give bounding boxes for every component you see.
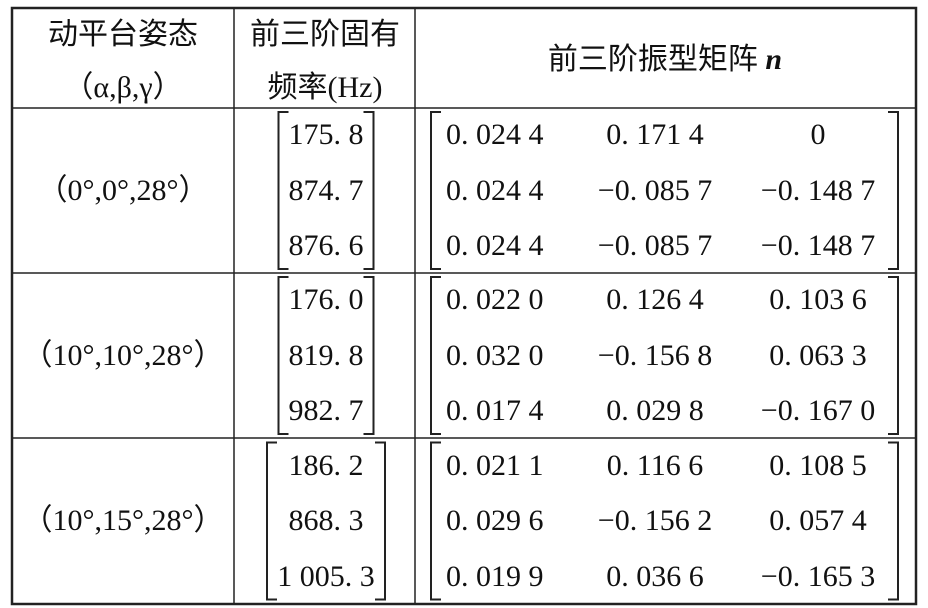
frequency-value: 982. 7 xyxy=(288,394,364,427)
matrix-value: 0. 022 0 xyxy=(446,283,544,316)
matrix-bracket xyxy=(888,111,899,270)
matrix-value: −0. 167 0 xyxy=(760,394,876,427)
frequency-value: 876. 6 xyxy=(288,229,364,262)
pose-cell: （10°,15°,28°） xyxy=(22,504,224,537)
header-mode-shape: 前三阶振型矩阵 n xyxy=(548,45,782,75)
frequency-value: 175. 8 xyxy=(288,118,364,151)
header-frequency: 频率(Hz) xyxy=(267,71,383,104)
matrix-bracket xyxy=(266,441,277,601)
frequency-value: 868. 3 xyxy=(288,504,364,537)
matrix-value: −0. 165 3 xyxy=(760,559,876,593)
matrix-value: 0. 029 6 xyxy=(446,504,544,537)
matrix-value: 0. 108 5 xyxy=(769,448,867,482)
matrix-value: 0. 032 0 xyxy=(446,338,544,372)
matrix-value: −0. 085 7 xyxy=(597,229,713,262)
matrix-bracket xyxy=(363,276,375,435)
matrix-value: 0. 171 4 xyxy=(606,118,704,151)
matrix-value: 0. 036 6 xyxy=(606,559,704,593)
matrix-value: 0. 024 4 xyxy=(446,118,544,151)
matrix-value: 0. 126 4 xyxy=(606,283,704,316)
pose-cell: （0°,0°,28°） xyxy=(37,173,209,207)
matrix-value: 0. 057 4 xyxy=(769,504,867,537)
matrix-bracket xyxy=(277,276,289,435)
header-pose: 动平台姿态 xyxy=(48,18,198,51)
matrix-bracket xyxy=(888,276,899,435)
matrix-value: −0. 085 7 xyxy=(597,173,713,207)
matrix-value: −0. 156 8 xyxy=(597,338,713,372)
matrix-value: 0. 116 6 xyxy=(606,448,704,482)
frequency-value: 874. 7 xyxy=(288,173,364,207)
frequency-value: 186. 2 xyxy=(288,448,364,482)
frequency-value: 176. 0 xyxy=(288,283,364,316)
header-pose: （α,β,γ） xyxy=(63,71,183,104)
frequency-value: 819. 8 xyxy=(288,338,364,372)
matrix-value: 0. 063 3 xyxy=(769,338,867,372)
matrix-value: −0. 156 2 xyxy=(597,504,713,537)
matrix-bracket xyxy=(430,441,441,601)
matrix-bracket xyxy=(430,111,441,270)
header-frequency: 前三阶固有 xyxy=(250,18,400,51)
frequency-value: 1 005. 3 xyxy=(277,559,375,593)
matrix-value: −0. 148 7 xyxy=(760,173,876,207)
header-symbol: n xyxy=(765,43,783,76)
header-text: 前三阶振型矩阵 xyxy=(547,43,758,76)
matrix-value: 0. 019 9 xyxy=(446,559,544,593)
matrix-value: −0. 148 7 xyxy=(760,229,876,262)
matrix-bracket xyxy=(277,111,289,270)
matrix-bracket xyxy=(363,111,375,270)
matrix-bracket xyxy=(888,441,899,601)
matrix-bracket xyxy=(430,276,441,435)
pose-cell: （10°,10°,28°） xyxy=(22,338,224,372)
matrix-value: 0 xyxy=(810,118,826,151)
matrix-bracket xyxy=(375,441,386,601)
matrix-value: 0. 021 1 xyxy=(446,448,544,482)
matrix-value: 0. 029 8 xyxy=(606,394,704,427)
matrix-value: 0. 103 6 xyxy=(769,283,867,316)
table-border xyxy=(10,6,918,606)
matrix-value: 0. 024 4 xyxy=(446,229,544,262)
matrix-value: 0. 017 4 xyxy=(446,394,544,427)
matrix-value: 0. 024 4 xyxy=(446,173,544,207)
